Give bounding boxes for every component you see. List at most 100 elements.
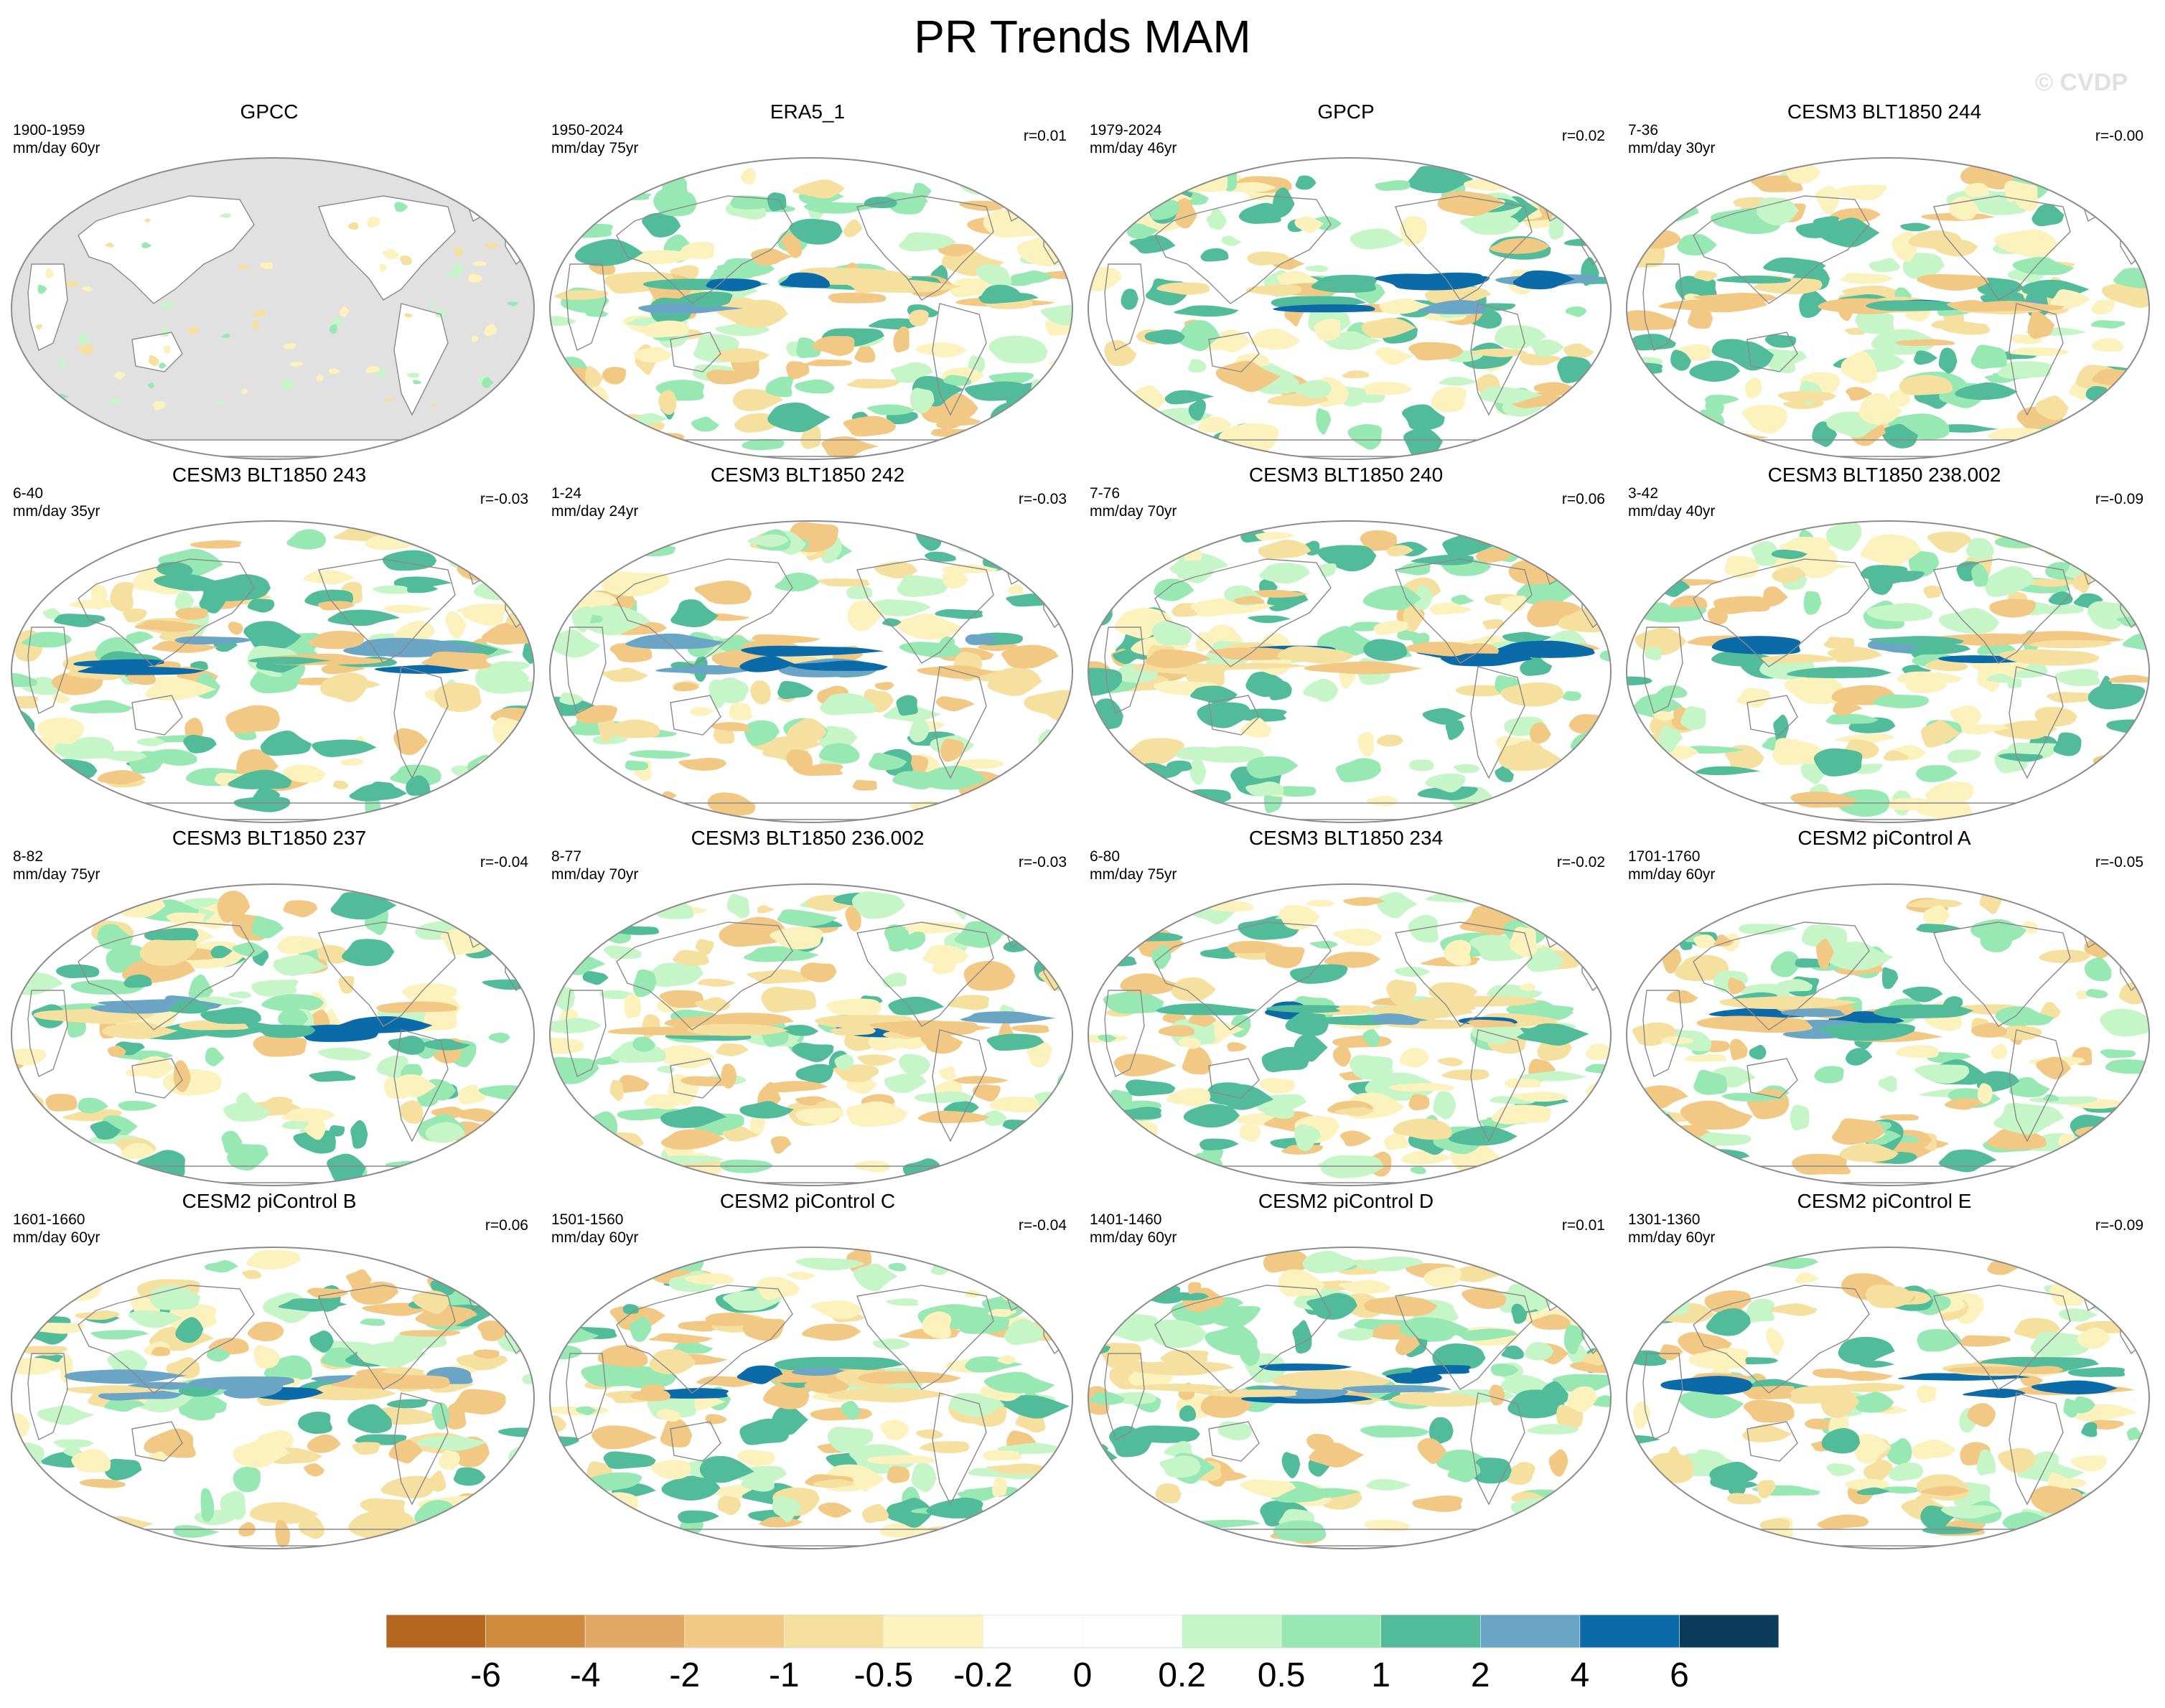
trend-patch — [1944, 1097, 1986, 1110]
trend-patch — [11, 575, 42, 588]
equatorial-trend-band — [625, 633, 724, 649]
map-outline — [549, 883, 1073, 1186]
trend-patch — [309, 1071, 356, 1082]
trend-patch — [874, 682, 894, 690]
equatorial-trend-band — [828, 292, 887, 304]
trend-patch — [1884, 1437, 1912, 1465]
trend-patch — [757, 1276, 800, 1300]
trend-patch — [818, 743, 860, 764]
trend-patch — [1490, 238, 1550, 254]
trend-patch — [566, 180, 616, 207]
trend-patch — [78, 333, 89, 345]
trend-patch — [156, 562, 193, 578]
trend-patch — [898, 1054, 931, 1076]
trend-patch — [1453, 764, 1480, 774]
coastline-north-america — [318, 921, 456, 1027]
trend-patch — [1332, 928, 1383, 947]
trend-patch — [227, 1143, 268, 1171]
trend-map — [11, 883, 535, 1186]
trend-patch — [1010, 1265, 1036, 1281]
trend-patch — [1332, 1043, 1352, 1067]
trend-patch — [1215, 360, 1281, 393]
panel-correlation: r=-0.04 — [1018, 1217, 1067, 1234]
trend-patch — [253, 1035, 307, 1057]
trend-patch — [468, 273, 482, 283]
trend-patch — [45, 1094, 78, 1112]
coastline-north-america — [1933, 195, 2071, 301]
trend-patch — [492, 1153, 530, 1168]
trend-patch — [1949, 196, 1979, 220]
trend-patch — [150, 749, 197, 766]
trend-patch — [1803, 591, 1822, 615]
trend-patch — [2108, 754, 2145, 781]
panel-title: CESM2 piControl E — [1797, 1190, 1972, 1212]
panel-units: mm/day 60yr — [13, 1229, 100, 1246]
trend-patch — [225, 705, 281, 734]
trend-patch — [1172, 174, 1228, 192]
trend-patch — [550, 1492, 605, 1501]
trend-patch — [1677, 234, 1717, 256]
trend-patch — [648, 1333, 714, 1344]
panel-units: mm/day 75yr — [13, 866, 100, 883]
equatorial-trend-band — [78, 666, 205, 675]
trend-patch — [1277, 786, 1317, 797]
map-panel: CESM3 BLT1850 244 7-36 mm/day 30yr r=-0.00 — [1615, 100, 2154, 460]
trend-patch — [787, 1272, 817, 1280]
trend-patch — [210, 945, 233, 959]
coastline-africa — [1642, 627, 1683, 714]
trend-patch — [884, 924, 910, 952]
trend-patch — [1583, 743, 1611, 761]
trend-patch — [851, 891, 905, 919]
trend-patch — [1897, 671, 1963, 685]
trend-patch — [554, 290, 609, 300]
trend-patch — [1548, 785, 1594, 794]
trend-patch — [500, 1167, 534, 1175]
trend-patch — [2063, 1398, 2078, 1418]
trend-patch — [1683, 1031, 1712, 1051]
trend-patch — [1989, 599, 2036, 618]
panel-units: mm/day 75yr — [551, 140, 639, 156]
trend-patch — [1900, 222, 1931, 232]
map-panel: CESM2 piControl C 1501-1560 mm/day 60yr r=-… — [538, 1190, 1077, 1549]
trend-patch — [1255, 532, 1296, 540]
trend-patch — [134, 620, 203, 632]
coastline-asia — [616, 921, 793, 1031]
trend-patch — [1566, 1386, 1598, 1412]
trend-patch — [817, 578, 870, 587]
trend-patch — [673, 1341, 714, 1354]
trend-patch — [1365, 1479, 1411, 1491]
trend-patch — [1569, 794, 1585, 810]
trend-patch — [317, 1047, 372, 1061]
trend-patch — [55, 964, 100, 978]
panel-units: mm/day 75yr — [1090, 866, 1177, 883]
panel-correlation: r=-0.05 — [2095, 854, 2143, 871]
trend-patch — [385, 397, 393, 403]
trend-patch — [574, 923, 599, 944]
coastline-australia — [1208, 332, 1260, 372]
trend-patch — [625, 760, 649, 771]
trend-patch — [787, 718, 827, 749]
trend-patch — [518, 1284, 534, 1300]
trend-patch — [1011, 1024, 1049, 1033]
trend-patch — [1858, 393, 1902, 425]
trend-patch — [2035, 395, 2069, 421]
trend-patch — [1490, 1364, 1519, 1376]
trend-patch — [1825, 521, 1861, 551]
trend-patch — [1337, 1280, 1391, 1294]
equatorial-trend-band — [421, 651, 491, 670]
trend-patch — [281, 1119, 309, 1130]
trend-patch — [1678, 1390, 1744, 1419]
trend-patch — [2036, 1056, 2072, 1080]
trend-patch — [2012, 256, 2075, 276]
coastline-north-america — [856, 195, 994, 301]
trend-patch — [2050, 289, 2091, 309]
colorbar-box — [1479, 1615, 1581, 1648]
trend-patch — [149, 1285, 201, 1310]
trend-patch — [1364, 1519, 1411, 1531]
trend-patch — [500, 525, 534, 546]
trend-patch — [1491, 1104, 1551, 1125]
trend-patch — [1233, 596, 1265, 605]
trend-patch — [327, 609, 401, 627]
trend-patch — [1782, 400, 1824, 409]
panel-correlation: r=-0.03 — [1018, 854, 1067, 871]
